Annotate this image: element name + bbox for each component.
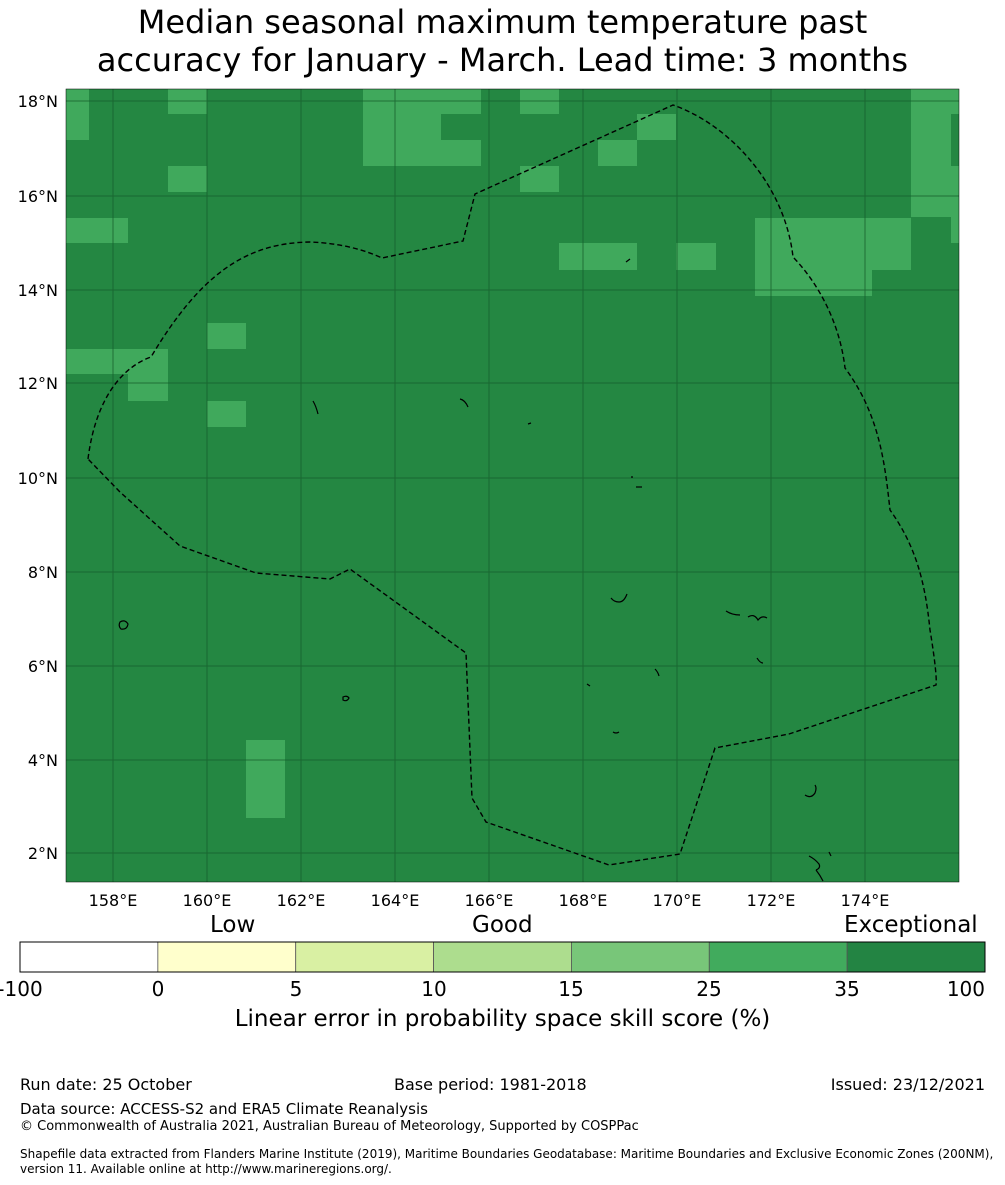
colorbar	[19, 941, 986, 973]
shapefile-credit-line-2: version 11. Available online at http://w…	[20, 1162, 392, 1176]
colorbar-good-label: Good	[472, 912, 533, 938]
skill-cell	[559, 243, 637, 270]
skill-cell	[363, 140, 481, 166]
latitude-tick-label: 2°N	[28, 844, 58, 863]
latitude-tick-label: 6°N	[28, 657, 58, 676]
skill-cell	[363, 114, 441, 140]
latitude-tick-label: 12°N	[18, 374, 58, 393]
skill-cell	[598, 140, 637, 166]
longitude-tick-label: 158°E	[89, 891, 138, 910]
colorbar-segment	[295, 941, 434, 973]
colorbar-segment	[708, 941, 848, 973]
colorbar-tick-label: 15	[558, 977, 584, 1001]
base-period: Base period: 1981-2018	[394, 1075, 587, 1094]
colorbar-tick-label: 35	[834, 977, 860, 1001]
island	[625, 258, 631, 263]
skill-cell	[911, 114, 951, 217]
longitude-tick-label: 174°E	[841, 891, 890, 910]
colorbar-segment	[571, 941, 710, 973]
island	[612, 731, 620, 734]
colorbar-segment	[846, 941, 986, 973]
latitude-tick-label: 10°N	[18, 469, 58, 488]
island	[815, 869, 824, 882]
island	[828, 851, 832, 857]
longitude-tick-label: 160°E	[183, 891, 232, 910]
island	[654, 668, 660, 677]
colorbar-tick-label: 10	[421, 977, 447, 1001]
copyright: © Commonwealth of Australia 2021, Austra…	[20, 1119, 639, 1134]
longitude-tick-label: 166°E	[465, 891, 514, 910]
map-title-line-2: accuracy for January - March. Lead time:…	[96, 41, 909, 79]
longitude-tick-label: 170°E	[653, 891, 702, 910]
skill-cell	[66, 218, 128, 243]
map-background	[66, 89, 959, 882]
latitude-tick-label: 8°N	[28, 563, 58, 582]
colorbar-tick-label: 5	[289, 977, 303, 1001]
colorbar-frame	[19, 941, 986, 973]
latitude-labels: 18°N 16°N 14°N 12°N 10°N 8°N 6°N 4°N 2°N	[18, 92, 58, 863]
colorbar-exceptional-label: Exceptional	[844, 912, 978, 938]
skill-cell	[66, 89, 89, 140]
island	[459, 398, 469, 408]
island	[118, 620, 129, 630]
colorbar-tick-label: 25	[696, 977, 722, 1001]
skill-cell	[246, 740, 285, 818]
island	[756, 657, 764, 664]
longitude-tick-label: 168°E	[559, 891, 608, 910]
latitude-tick-label: 14°N	[18, 281, 58, 300]
longitude-tick-label: 172°E	[747, 891, 796, 910]
longitude-tick-label: 162°E	[277, 891, 326, 910]
skill-cell	[207, 401, 246, 427]
skill-cell	[207, 323, 246, 349]
island	[725, 610, 741, 616]
issued-date: Issued: 23/12/2021	[830, 1075, 985, 1094]
map-frame	[65, 88, 960, 883]
colorbar-tick-label: 0	[151, 977, 165, 1001]
map-title-line-1: Median seasonal maximum temperature past	[137, 3, 868, 41]
run-date: Run date: 25 October	[20, 1075, 192, 1094]
eez-boundary	[87, 104, 937, 866]
colorbar-tick-label: -100	[0, 977, 43, 1001]
latitude-tick-label: 16°N	[18, 187, 58, 206]
colorbar-segment	[157, 941, 297, 973]
skill-cell	[951, 166, 959, 243]
skill-cell	[66, 349, 168, 374]
colorbar-low-label: Low	[210, 912, 256, 938]
colorbar-segment	[19, 941, 159, 973]
skill-cell	[128, 374, 168, 401]
skill-cell	[755, 270, 872, 296]
skill-cell	[755, 218, 911, 270]
island	[312, 400, 319, 415]
longitude-tick-label: 164°E	[371, 891, 420, 910]
skill-cell	[520, 166, 559, 192]
skill-cell	[168, 166, 207, 192]
latitude-tick-label: 18°N	[18, 92, 58, 111]
colorbar-segment	[433, 941, 572, 973]
islands	[118, 258, 832, 882]
longitude-labels: 158°E 160°E 162°E 164°E 166°E 168°E 170°E 172°E…	[89, 891, 890, 910]
shapefile-credit-line-1: Shapefile data extracted from Flanders M…	[20, 1147, 994, 1161]
island	[610, 593, 628, 603]
skill-cell	[676, 243, 716, 270]
colorbar-label: Linear error in probability space skill …	[234, 1006, 771, 1032]
island	[804, 784, 817, 798]
colorbar-tick-label: 100	[946, 977, 985, 1001]
island	[342, 695, 350, 702]
island	[527, 422, 532, 425]
data-source: Data source: ACCESS-S2 and ERA5 Climate …	[20, 1100, 428, 1118]
island	[586, 683, 591, 687]
island	[808, 855, 821, 871]
latitude-tick-label: 4°N	[28, 751, 58, 770]
island	[747, 614, 768, 622]
